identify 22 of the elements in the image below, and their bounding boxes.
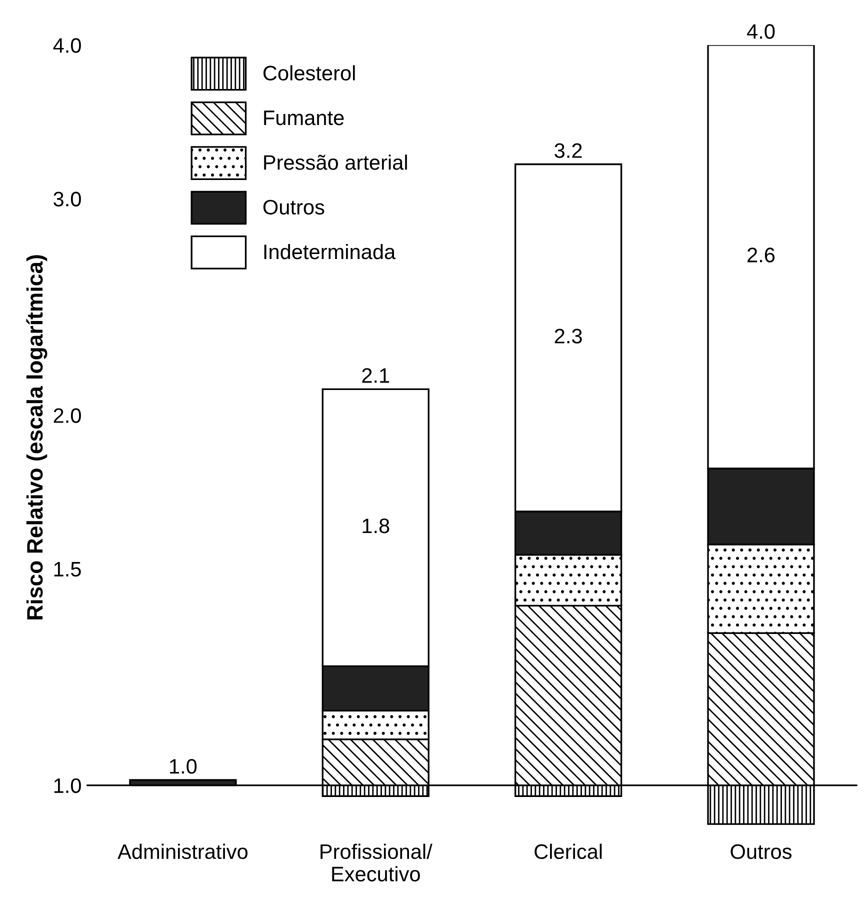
legend-label: Colesterol	[263, 65, 355, 81]
legend-label: Outros	[263, 200, 324, 215]
legend-label: Pressão arterial	[264, 154, 407, 170]
annotation: 4.0	[746, 24, 775, 39]
x-tick-label: Administrativo	[118, 844, 248, 860]
annotation: 1.8	[362, 518, 390, 534]
annotation: 1.0	[170, 759, 197, 774]
annotation: 2.1	[362, 368, 390, 383]
y-axis-title: Risco Relativo (escala logarítmica)	[26, 255, 48, 620]
annotation: 2.3	[554, 328, 582, 344]
y-tick-label: 1.5	[54, 562, 81, 577]
y-tick-label: 4.0	[53, 38, 81, 53]
legend-label: Fumante	[264, 110, 344, 126]
y-tick-label: 2.0	[54, 408, 81, 423]
annotation: 3.2	[554, 143, 582, 158]
x-tick-label: Clerical	[534, 844, 602, 860]
legend-label: Indeterminada	[264, 244, 396, 260]
y-tick-label: 3.0	[54, 192, 81, 206]
annotation: 2.6	[748, 248, 775, 262]
y-tick-label: 1.0	[54, 778, 81, 794]
x-tick-label: Outros	[730, 844, 792, 860]
x-tick-label: Profissional/ Executivo	[320, 844, 432, 882]
